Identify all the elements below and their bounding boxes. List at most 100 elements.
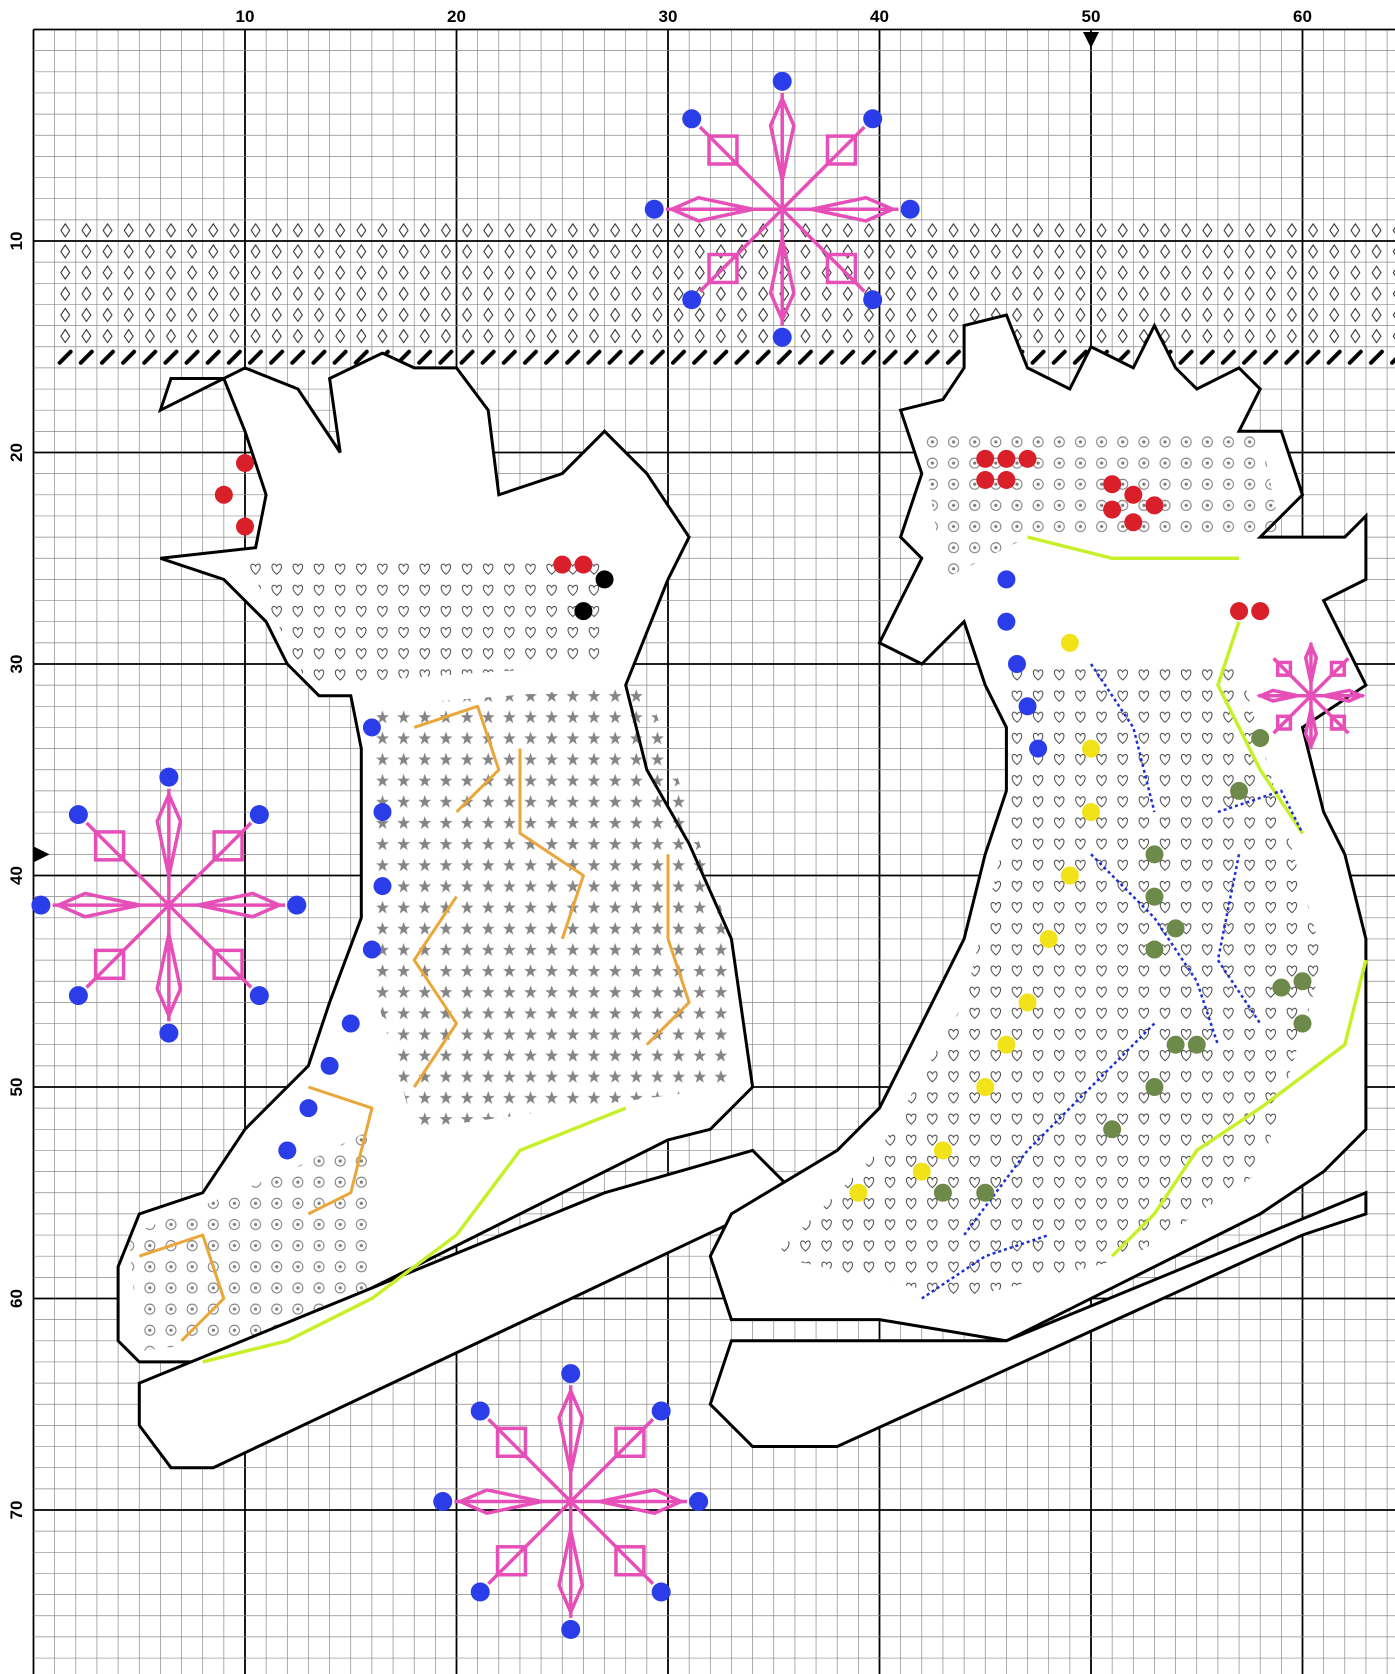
snowflake-square	[212, 830, 244, 862]
bead	[1018, 449, 1037, 468]
artwork	[31, 32, 1395, 1639]
snowflake-arm	[1272, 657, 1350, 735]
bead	[320, 1056, 339, 1075]
snowflake-bead	[470, 1582, 490, 1602]
bead	[1230, 602, 1249, 621]
bead	[1145, 887, 1164, 906]
snowflake-square	[212, 948, 244, 981]
bead	[1007, 655, 1026, 673]
lace-line	[202, 1106, 627, 1364]
snowflake-diamond	[1256, 688, 1299, 703]
bead	[997, 449, 1016, 468]
bead	[236, 517, 254, 536]
axis-labels: 10 20 30 40 50 60 10 20 30 40 50 60 70	[7, 7, 1312, 1519]
snowflake-bead	[772, 327, 792, 347]
snowflake-bead	[287, 895, 307, 915]
snowflake-bead	[651, 1401, 671, 1421]
bead-line	[1090, 853, 1220, 1046]
bead	[976, 1183, 995, 1202]
bead	[976, 470, 995, 489]
snowflake-diamond	[155, 790, 183, 877]
center-arrow	[33, 846, 50, 863]
bead	[997, 612, 1016, 631]
bead	[1145, 1078, 1164, 1096]
snowflake-square	[93, 830, 126, 862]
bead	[1018, 697, 1037, 716]
slash-band	[54, 346, 1395, 368]
bead	[214, 485, 233, 504]
bead	[1166, 919, 1185, 938]
snowflake-bead	[644, 199, 664, 219]
skate-fill	[245, 558, 605, 686]
swirl	[645, 854, 691, 1046]
bead	[1145, 496, 1164, 515]
bead	[362, 940, 381, 959]
bead-line	[1089, 663, 1156, 813]
snowflake-diamond	[599, 1488, 686, 1515]
bead	[299, 1099, 318, 1118]
snowflake-square	[614, 1545, 646, 1577]
bead	[1060, 866, 1079, 885]
bead	[1018, 993, 1037, 1012]
column-label: 10	[236, 7, 255, 26]
snowflake-bead	[68, 805, 88, 825]
bead	[1082, 739, 1100, 758]
snowflake-diamond	[53, 891, 141, 919]
snowflake-bead	[863, 109, 883, 129]
snowflake-bead	[682, 109, 702, 129]
skate-fill	[371, 685, 732, 1130]
bead	[553, 555, 572, 574]
bead	[595, 570, 614, 589]
bead	[1145, 845, 1164, 864]
bead	[1251, 602, 1270, 621]
swirl	[307, 1085, 374, 1216]
bead	[1187, 1035, 1206, 1054]
snowflake-bead	[249, 986, 269, 1006]
skate-blade	[708, 1190, 1368, 1448]
bead	[1082, 803, 1100, 822]
column-label: 40	[870, 7, 889, 26]
bead	[1145, 940, 1164, 959]
bead	[912, 1162, 931, 1181]
bead	[997, 570, 1016, 589]
snowflake-bead	[159, 767, 179, 787]
snowflake-arm	[698, 125, 866, 293]
snowflake-square	[93, 948, 126, 981]
swirl	[518, 748, 585, 940]
skate-fill	[921, 431, 1282, 580]
lace-line	[1216, 621, 1304, 835]
snowflake-diamond	[557, 1386, 585, 1473]
column-label: 20	[447, 7, 466, 26]
bead-line	[963, 1022, 1156, 1236]
center-arrow	[1083, 32, 1099, 48]
bead	[1251, 729, 1270, 748]
swirl	[138, 1233, 226, 1342]
snowflake-square	[1275, 714, 1293, 731]
bead	[997, 1035, 1016, 1054]
bead	[976, 1078, 995, 1096]
bead	[1103, 475, 1122, 494]
bead-line	[921, 1233, 1050, 1300]
snowflake-diamond	[810, 195, 898, 223]
skate-blade	[137, 1148, 798, 1470]
bead	[1103, 500, 1122, 519]
bead	[976, 449, 995, 468]
snowflake-bead	[433, 1492, 453, 1512]
bead	[1272, 978, 1291, 997]
bead	[1293, 972, 1312, 991]
bead	[373, 803, 392, 822]
lace-line	[1027, 535, 1239, 561]
row-label: 20	[7, 443, 26, 462]
snowflake-bead	[651, 1582, 671, 1602]
bead	[373, 877, 392, 896]
row-label: 60	[7, 1289, 26, 1308]
bead	[1039, 929, 1058, 948]
snowflake-square	[1329, 660, 1346, 677]
row-label: 40	[7, 866, 26, 885]
snowflake-bead	[68, 986, 88, 1006]
bead	[997, 470, 1016, 489]
snowflake-square	[495, 1545, 528, 1577]
bead	[933, 1183, 952, 1202]
snowflake-square	[825, 252, 858, 285]
